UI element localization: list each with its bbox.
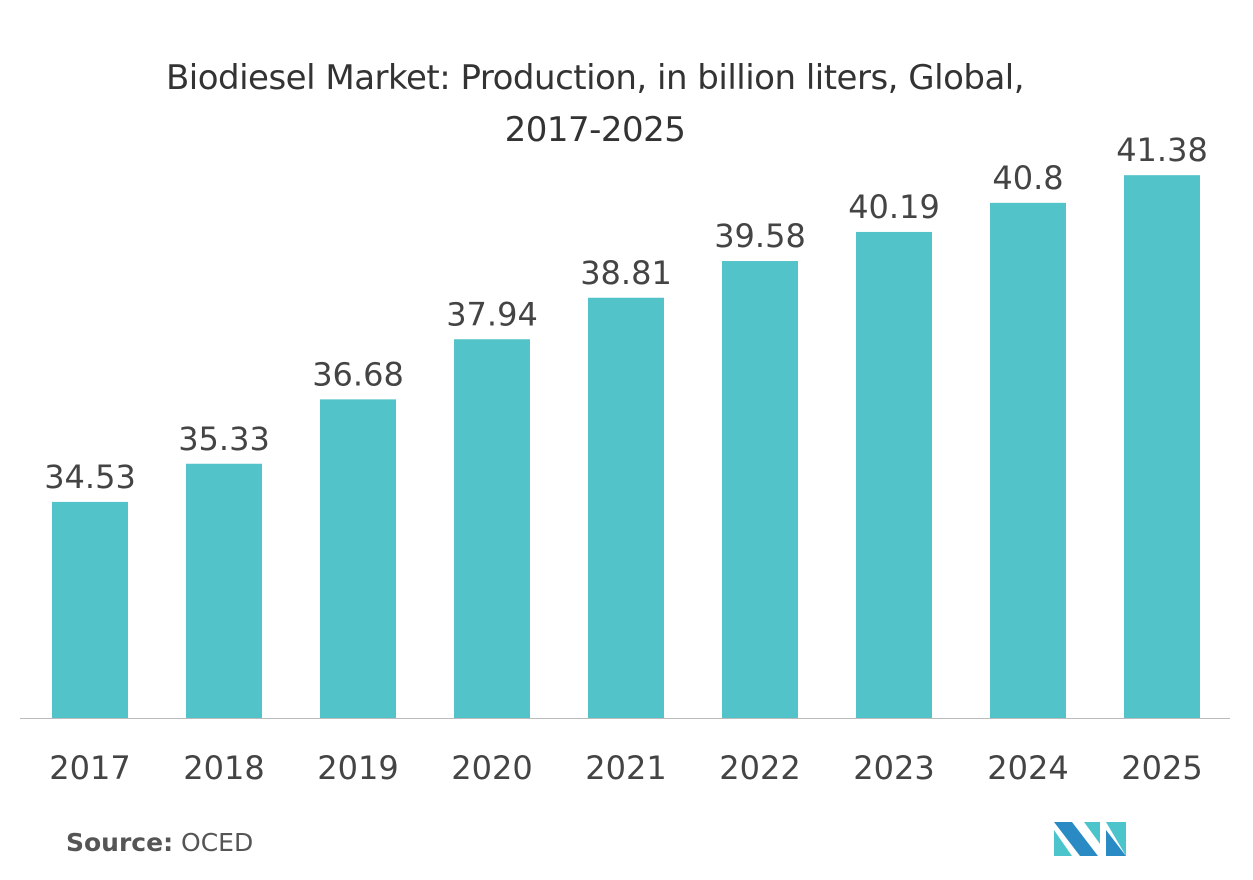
x-tick-label-2025: 2025 bbox=[1121, 749, 1202, 787]
data-label-2022: 39.58 bbox=[714, 217, 806, 255]
data-label-2018: 35.33 bbox=[178, 420, 270, 458]
bar-2025 bbox=[1124, 175, 1200, 718]
data-label-2024: 40.8 bbox=[992, 159, 1063, 197]
bar-2022 bbox=[722, 261, 798, 718]
logo-shape-2 bbox=[1054, 830, 1072, 856]
data-label-2021: 38.81 bbox=[580, 254, 672, 292]
x-tick-label-2023: 2023 bbox=[853, 749, 934, 787]
x-tick-label-2019: 2019 bbox=[317, 749, 398, 787]
x-tick-label-2021: 2021 bbox=[585, 749, 666, 787]
bar-chart: 34.53 2017 35.33 2018 36.68 2019 37.94 2020 38.8… bbox=[20, 131, 1230, 787]
bar-2021 bbox=[588, 297, 664, 718]
company-logo bbox=[1054, 822, 1126, 856]
bar-2020 bbox=[454, 339, 530, 718]
chart-title: Biodiesel Market: Production, in billion… bbox=[0, 52, 1190, 156]
bar-2024 bbox=[990, 202, 1066, 719]
bar-2023 bbox=[856, 231, 932, 718]
logo-shape-4 bbox=[1106, 822, 1126, 856]
logo-shape-1 bbox=[1054, 822, 1098, 856]
chart-title-line2: 2017-2025 bbox=[504, 110, 686, 150]
x-tick-label-2017: 2017 bbox=[49, 749, 130, 787]
chart-title-line1: Biodiesel Market: Production, in billion… bbox=[165, 58, 1025, 98]
bar-2018 bbox=[186, 463, 262, 718]
x-tick-label-2022: 2022 bbox=[719, 749, 800, 787]
x-tick-label-2020: 2020 bbox=[451, 749, 532, 787]
data-label-2020: 37.94 bbox=[446, 295, 538, 333]
x-tick-label-2018: 2018 bbox=[183, 749, 264, 787]
data-label-2017: 34.53 bbox=[44, 458, 136, 496]
data-label-2023: 40.19 bbox=[848, 188, 940, 226]
source-value: OCED bbox=[181, 828, 254, 857]
source-label: Source: bbox=[66, 828, 174, 857]
source-note: Source: OCED bbox=[66, 828, 253, 857]
data-label-2019: 36.68 bbox=[312, 355, 404, 393]
logo-shape-5 bbox=[1106, 830, 1126, 856]
data-label-2025: 41.38 bbox=[1116, 131, 1208, 169]
x-tick-label-2024: 2024 bbox=[987, 749, 1068, 787]
bar-2017 bbox=[52, 501, 128, 718]
bar-2019 bbox=[320, 399, 396, 718]
logo-shape-3 bbox=[1084, 822, 1100, 844]
